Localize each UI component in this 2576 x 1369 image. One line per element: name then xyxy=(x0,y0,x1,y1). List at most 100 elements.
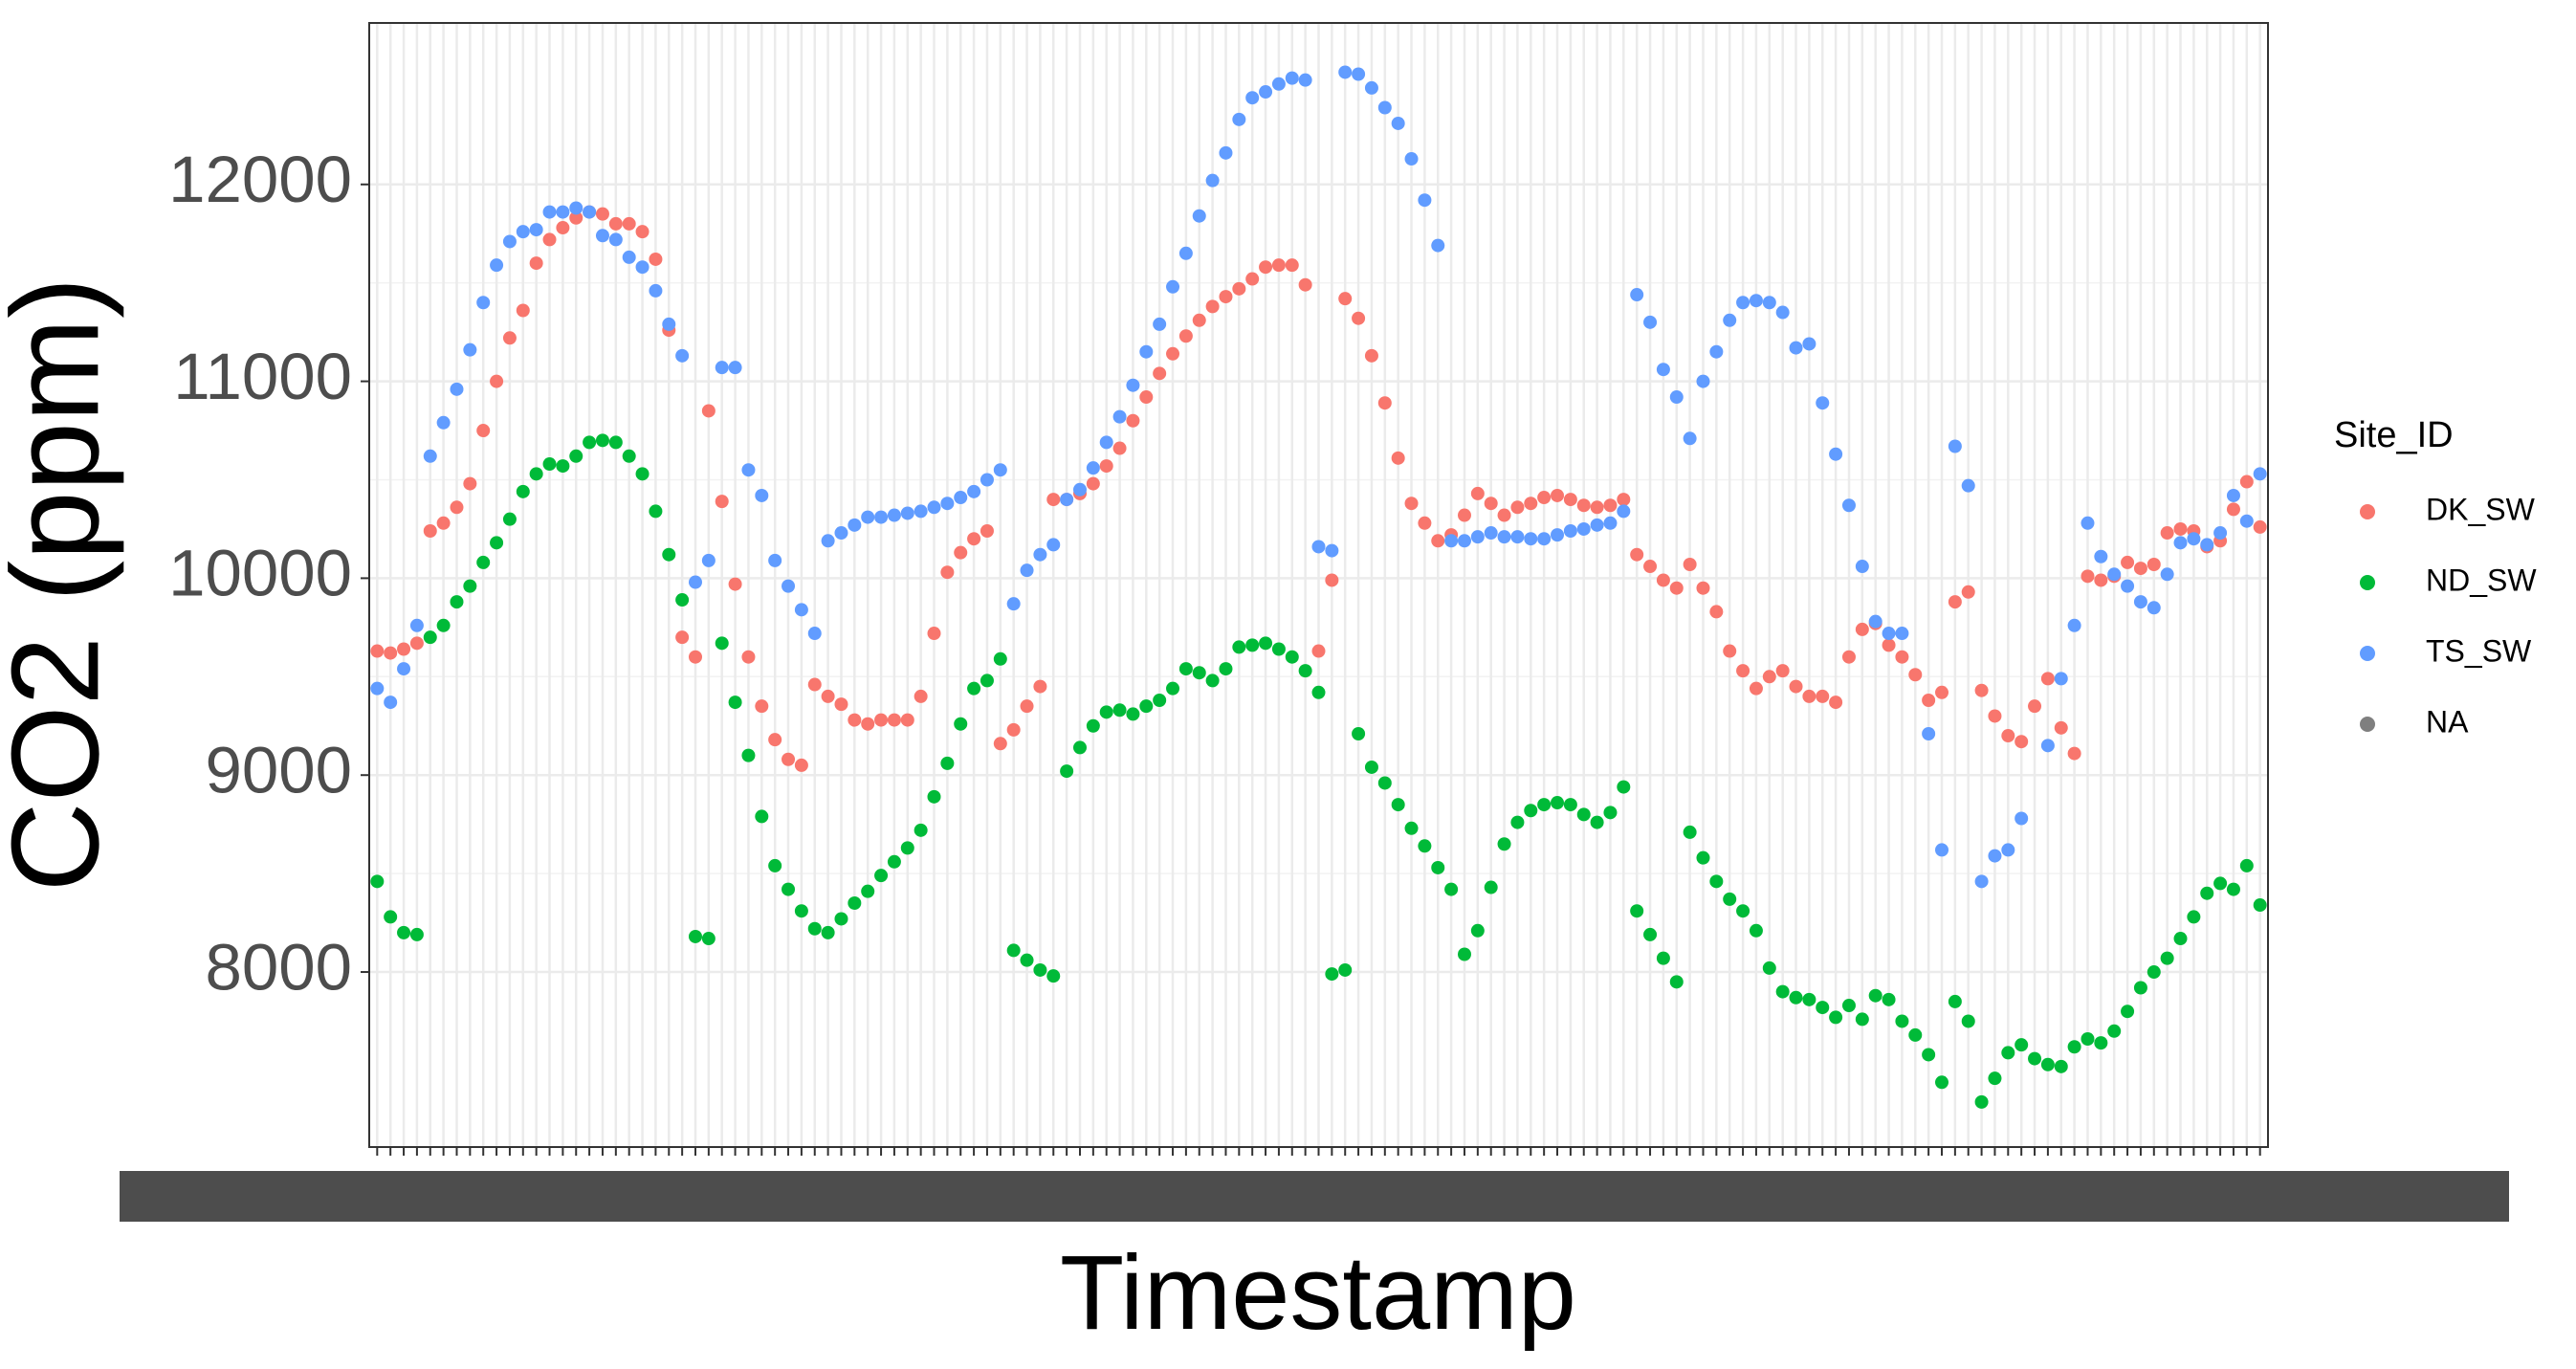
point xyxy=(1749,923,1763,938)
point xyxy=(794,904,808,918)
point xyxy=(1245,638,1260,652)
point xyxy=(1789,679,1803,694)
point xyxy=(1882,992,1896,1006)
legend-label: DK_SW xyxy=(2426,492,2536,526)
point xyxy=(1563,493,1577,507)
point xyxy=(900,713,914,727)
point xyxy=(1404,152,1419,166)
point xyxy=(688,575,702,589)
point xyxy=(887,508,901,522)
point xyxy=(1178,662,1193,676)
point xyxy=(2226,502,2240,517)
point xyxy=(741,748,756,762)
point xyxy=(2040,739,2055,753)
point xyxy=(1364,348,1378,363)
point xyxy=(529,467,543,481)
point xyxy=(1192,313,1206,327)
point xyxy=(794,758,808,772)
point xyxy=(1404,821,1419,835)
point xyxy=(1166,346,1180,361)
point xyxy=(476,296,491,310)
point xyxy=(1948,439,1962,453)
point xyxy=(1364,80,1378,95)
point xyxy=(1603,498,1618,513)
point xyxy=(370,681,385,696)
legend-label: ND_SW xyxy=(2426,563,2537,597)
point xyxy=(1457,508,1471,522)
point xyxy=(583,205,597,219)
point xyxy=(1669,975,1684,989)
point xyxy=(542,457,557,472)
point xyxy=(2253,519,2267,534)
point xyxy=(940,565,955,580)
point xyxy=(1298,277,1312,292)
point xyxy=(1205,673,1220,688)
point xyxy=(450,382,464,396)
point xyxy=(1166,681,1180,696)
point xyxy=(874,510,889,524)
point xyxy=(1497,530,1511,544)
point xyxy=(1006,722,1021,737)
point xyxy=(1470,923,1485,938)
point xyxy=(1829,1010,1843,1025)
point xyxy=(1816,1001,1830,1015)
point xyxy=(423,524,437,539)
point xyxy=(1497,508,1511,522)
point xyxy=(1630,904,1644,918)
point xyxy=(1020,563,1034,578)
point xyxy=(1219,662,1233,676)
point xyxy=(622,250,636,264)
point xyxy=(1259,85,1273,99)
point xyxy=(782,752,796,766)
point xyxy=(1325,967,1339,982)
point xyxy=(1418,839,1432,853)
point xyxy=(1855,622,1869,636)
point xyxy=(1683,557,1697,571)
point xyxy=(2226,882,2240,896)
point xyxy=(1696,581,1710,595)
point xyxy=(2094,573,2108,587)
y-tick-label: 12000 xyxy=(168,143,352,216)
point xyxy=(2253,898,2267,913)
point xyxy=(2160,567,2174,582)
point xyxy=(927,500,941,515)
point xyxy=(516,225,530,239)
point xyxy=(662,547,676,562)
point xyxy=(516,303,530,318)
point xyxy=(569,210,583,225)
point xyxy=(2001,1046,2015,1060)
point xyxy=(1669,581,1684,595)
point xyxy=(1908,668,1923,682)
point xyxy=(490,258,504,273)
point xyxy=(1948,994,1962,1008)
point xyxy=(384,910,398,924)
point xyxy=(741,650,756,664)
point xyxy=(1749,681,1763,696)
point xyxy=(1484,526,1498,541)
point xyxy=(1709,605,1724,619)
point xyxy=(1232,281,1246,296)
point xyxy=(529,223,543,237)
point xyxy=(887,854,901,869)
point xyxy=(1259,636,1273,651)
point xyxy=(980,673,994,688)
point xyxy=(1736,664,1750,678)
point xyxy=(608,435,623,450)
point xyxy=(436,618,451,632)
point xyxy=(1630,288,1644,302)
point xyxy=(728,361,742,375)
point xyxy=(1802,992,1816,1006)
point xyxy=(595,433,609,448)
point xyxy=(755,809,769,824)
point xyxy=(409,618,424,632)
point xyxy=(675,630,690,645)
point xyxy=(502,234,517,249)
point xyxy=(1391,116,1405,130)
y-tick-label: 10000 xyxy=(168,537,352,610)
point xyxy=(914,689,928,703)
point xyxy=(1126,378,1140,392)
point xyxy=(874,713,889,727)
point xyxy=(2040,1057,2055,1071)
point xyxy=(1576,807,1591,822)
point xyxy=(741,463,756,477)
